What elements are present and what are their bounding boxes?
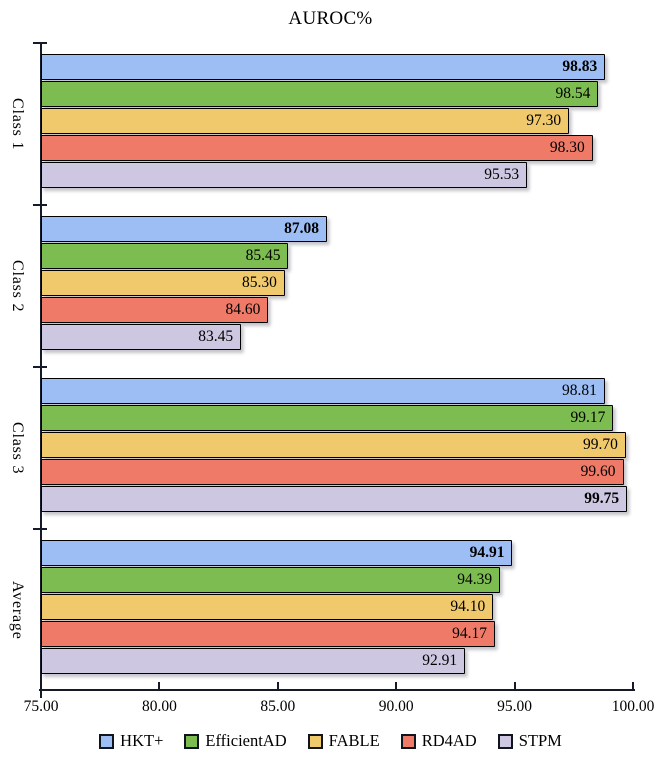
bar-rd4ad-class-1: 98.30 bbox=[41, 135, 593, 161]
bar-value-label: 94.91 bbox=[469, 544, 505, 562]
bar-value-label: 98.30 bbox=[549, 139, 585, 157]
chart-title: AUROC% bbox=[288, 8, 373, 29]
bar-rd4ad-average: 94.17 bbox=[41, 621, 495, 647]
legend-label: RD4AD bbox=[421, 731, 477, 750]
bar-value-label: 95.53 bbox=[484, 166, 520, 184]
y-axis-tick bbox=[33, 528, 47, 530]
bar-hkt-class-2: 87.08 bbox=[41, 216, 328, 242]
bar-value-label: 99.75 bbox=[584, 490, 620, 508]
legend-swatch-efficientad bbox=[184, 733, 200, 749]
x-tick-label-95-00: 95.00 bbox=[497, 698, 533, 715]
bar-fable-class-1: 97.30 bbox=[41, 108, 570, 134]
bar-hkt-class-3: 98.81 bbox=[41, 378, 605, 404]
x-axis-tick bbox=[158, 682, 161, 689]
bar-value-label: 98.83 bbox=[562, 58, 598, 76]
bar-value-label: 99.70 bbox=[583, 436, 618, 454]
bar-rd4ad-class-3: 99.60 bbox=[41, 459, 624, 485]
y-axis-line bbox=[40, 43, 42, 698]
legend-label: STPM bbox=[518, 731, 562, 750]
bar-value-label: 98.54 bbox=[555, 85, 591, 103]
x-tick-label-85-00: 85.00 bbox=[260, 698, 296, 715]
x-axis-line bbox=[39, 689, 635, 691]
x-tick-label-100-00: 100.00 bbox=[611, 698, 655, 715]
legend-item-fable: FABLE bbox=[307, 731, 380, 751]
bar-rd4ad-class-2: 84.60 bbox=[41, 297, 269, 323]
legend-label: FABLE bbox=[328, 731, 380, 750]
bar-efficientad-average: 94.39 bbox=[41, 567, 501, 593]
bar-efficientad-class-1: 98.54 bbox=[41, 81, 599, 107]
legend-label: HKT+ bbox=[120, 731, 164, 750]
bar-fable-average: 94.10 bbox=[41, 594, 494, 620]
bar-value-label: 94.17 bbox=[452, 625, 487, 643]
x-axis-tick bbox=[395, 682, 398, 689]
bar-value-label: 84.60 bbox=[225, 301, 261, 319]
bar-efficientad-class-3: 99.17 bbox=[41, 405, 614, 431]
x-tick-label-75-00: 75.00 bbox=[23, 698, 59, 715]
y-axis-tick bbox=[33, 366, 47, 368]
bar-value-label: 85.45 bbox=[245, 247, 281, 265]
legend-label: EfficientAD bbox=[205, 731, 287, 750]
y-axis-tick bbox=[33, 204, 47, 206]
bar-stpm-class-2: 83.45 bbox=[41, 324, 242, 350]
bar-hkt-average: 94.91 bbox=[41, 540, 513, 566]
bar-efficientad-class-2: 85.45 bbox=[41, 243, 289, 269]
legend-swatch-hkt bbox=[99, 733, 115, 749]
plot-area: 98.83 98.54 97.30 98.30 95.53 87.08 85.45 85.30… bbox=[24, 42, 654, 715]
category-label-average: Average bbox=[9, 580, 26, 640]
bar-value-label: 87.08 bbox=[284, 220, 320, 238]
bar-value-label: 85.30 bbox=[242, 274, 277, 292]
legend-item-stpm: STPM bbox=[497, 731, 562, 751]
category-label-class-1: Class 1 bbox=[9, 97, 26, 151]
bar-value-label: 98.81 bbox=[561, 382, 597, 400]
y-axis-tick bbox=[33, 42, 47, 44]
x-axis-tick bbox=[276, 682, 279, 689]
x-tick-label-80-00: 80.00 bbox=[141, 698, 177, 715]
bar-stpm-average: 92.91 bbox=[41, 648, 466, 674]
bar-hkt-class-1: 98.83 bbox=[41, 54, 606, 80]
bar-value-label: 94.10 bbox=[450, 598, 486, 616]
bar-fable-class-3: 99.70 bbox=[41, 432, 626, 458]
bar-stpm-class-3: 99.75 bbox=[41, 486, 628, 512]
x-tick-label-90-00: 90.00 bbox=[378, 698, 414, 715]
legend-swatch-rd4ad bbox=[400, 733, 416, 749]
bar-value-label: 83.45 bbox=[198, 328, 234, 346]
legend-swatch-fable bbox=[307, 733, 323, 749]
bar-fable-class-2: 85.30 bbox=[41, 270, 285, 296]
legend-item-rd4ad: RD4AD bbox=[400, 731, 477, 751]
bar-value-label: 97.30 bbox=[526, 112, 562, 130]
legend-swatch-stpm bbox=[497, 733, 513, 749]
category-label-class-2: Class 2 bbox=[9, 259, 26, 313]
x-axis-tick bbox=[513, 682, 516, 689]
x-axis-tick bbox=[632, 682, 634, 689]
legend-item-efficientad: EfficientAD bbox=[184, 731, 287, 751]
legend: HKT+ EfficientAD FABLE RD4AD STPM bbox=[0, 731, 661, 751]
bar-value-label: 94.39 bbox=[457, 571, 493, 589]
legend-item-hkt: HKT+ bbox=[99, 731, 163, 751]
category-label-class-3: Class 3 bbox=[9, 421, 26, 475]
bar-value-label: 92.91 bbox=[422, 652, 458, 670]
bar-stpm-class-1: 95.53 bbox=[41, 162, 528, 188]
bar-value-label: 99.17 bbox=[570, 409, 606, 427]
bar-value-label: 99.60 bbox=[580, 463, 616, 481]
